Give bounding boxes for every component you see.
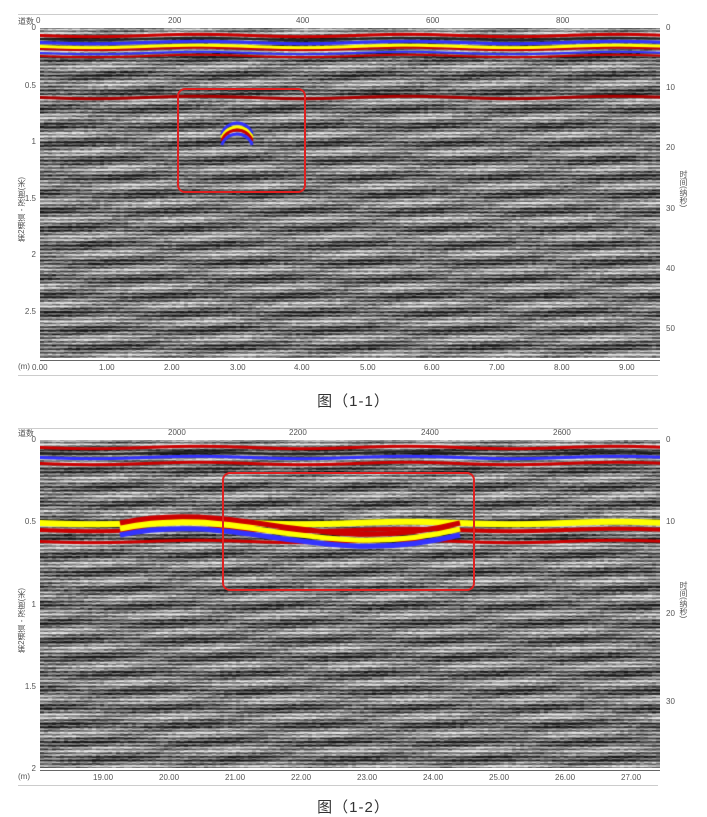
distance-tick-label: 27.00 [621,773,641,782]
figure-caption: 图（1-2） [0,796,707,817]
depth-tick-label: 2.5 [25,307,36,316]
distance-tick-label: 22.00 [291,773,311,782]
time-axis-label: 时间(纳秒) [678,581,689,618]
distance-tick-label: 26.00 [555,773,575,782]
top-tick-label: 400 [296,16,309,25]
anomaly-highlight-box [177,88,306,193]
time-tick-label: 0 [666,435,670,444]
distance-axis-line [40,360,660,361]
distance-tick-label: 0.00 [32,363,48,372]
distance-tick-label: 7.00 [489,363,505,372]
depth-tick-label: 1 [32,137,36,146]
time-tick-label: 30 [666,204,675,213]
distance-tick-label: 24.00 [423,773,443,782]
figure-caption: 图（1-1） [0,390,707,411]
depth-tick-label: 0 [32,23,36,32]
frame-line [18,375,658,376]
distance-tick-label: 21.00 [225,773,245,782]
top-tick-label: 600 [426,16,439,25]
anomaly-highlight-box [222,472,475,591]
time-tick-label: 50 [666,324,675,333]
time-tick-label: 20 [666,609,675,618]
top-tick-label: 800 [556,16,569,25]
depth-tick-label: 0.5 [25,81,36,90]
time-tick-label: 10 [666,83,675,92]
distance-tick-label: 2.00 [164,363,180,372]
distance-tick-label: 25.00 [489,773,509,782]
distance-tick-label: 6.00 [424,363,440,372]
time-tick-label: 0 [666,23,670,32]
depth-axis-label: 第2通道 - 深度(米) [16,177,27,242]
radargram-image [40,28,660,358]
depth-tick-label: 0.5 [25,517,36,526]
depth-axis-label: 第2通道 - 深度(米) [16,588,27,653]
unit-label: (m) [18,362,30,371]
top-tick-label: 2000 [168,428,186,437]
distance-tick-label: 5.00 [360,363,376,372]
depth-tick-label: 1.5 [25,682,36,691]
depth-tick-label: 2 [32,764,36,773]
top-tick-label: 2600 [553,428,571,437]
unit-label: (m) [18,772,30,781]
time-tick-label: 10 [666,517,675,526]
distance-tick-label: 8.00 [554,363,570,372]
depth-tick-label: 2 [32,250,36,259]
frame-line [18,785,658,786]
distance-axis-line [40,770,660,771]
top-tick-label: 2200 [289,428,307,437]
distance-tick-label: 20.00 [159,773,179,782]
top-tick-label: 2400 [421,428,439,437]
time-tick-label: 30 [666,697,675,706]
top-tick-label: 200 [168,16,181,25]
time-axis-label: 时间(纳秒) [678,170,689,207]
frame-line [18,14,658,15]
distance-tick-label: 9.00 [619,363,635,372]
depth-tick-label: 0 [32,435,36,444]
distance-tick-label: 23.00 [357,773,377,782]
distance-tick-label: 4.00 [294,363,310,372]
distance-tick-label: 1.00 [99,363,115,372]
distance-tick-label: 3.00 [230,363,246,372]
time-tick-label: 20 [666,143,675,152]
top-tick-label: 0 [36,16,40,25]
distance-tick-label: 19.00 [93,773,113,782]
time-tick-label: 40 [666,264,675,273]
depth-tick-label: 1 [32,600,36,609]
